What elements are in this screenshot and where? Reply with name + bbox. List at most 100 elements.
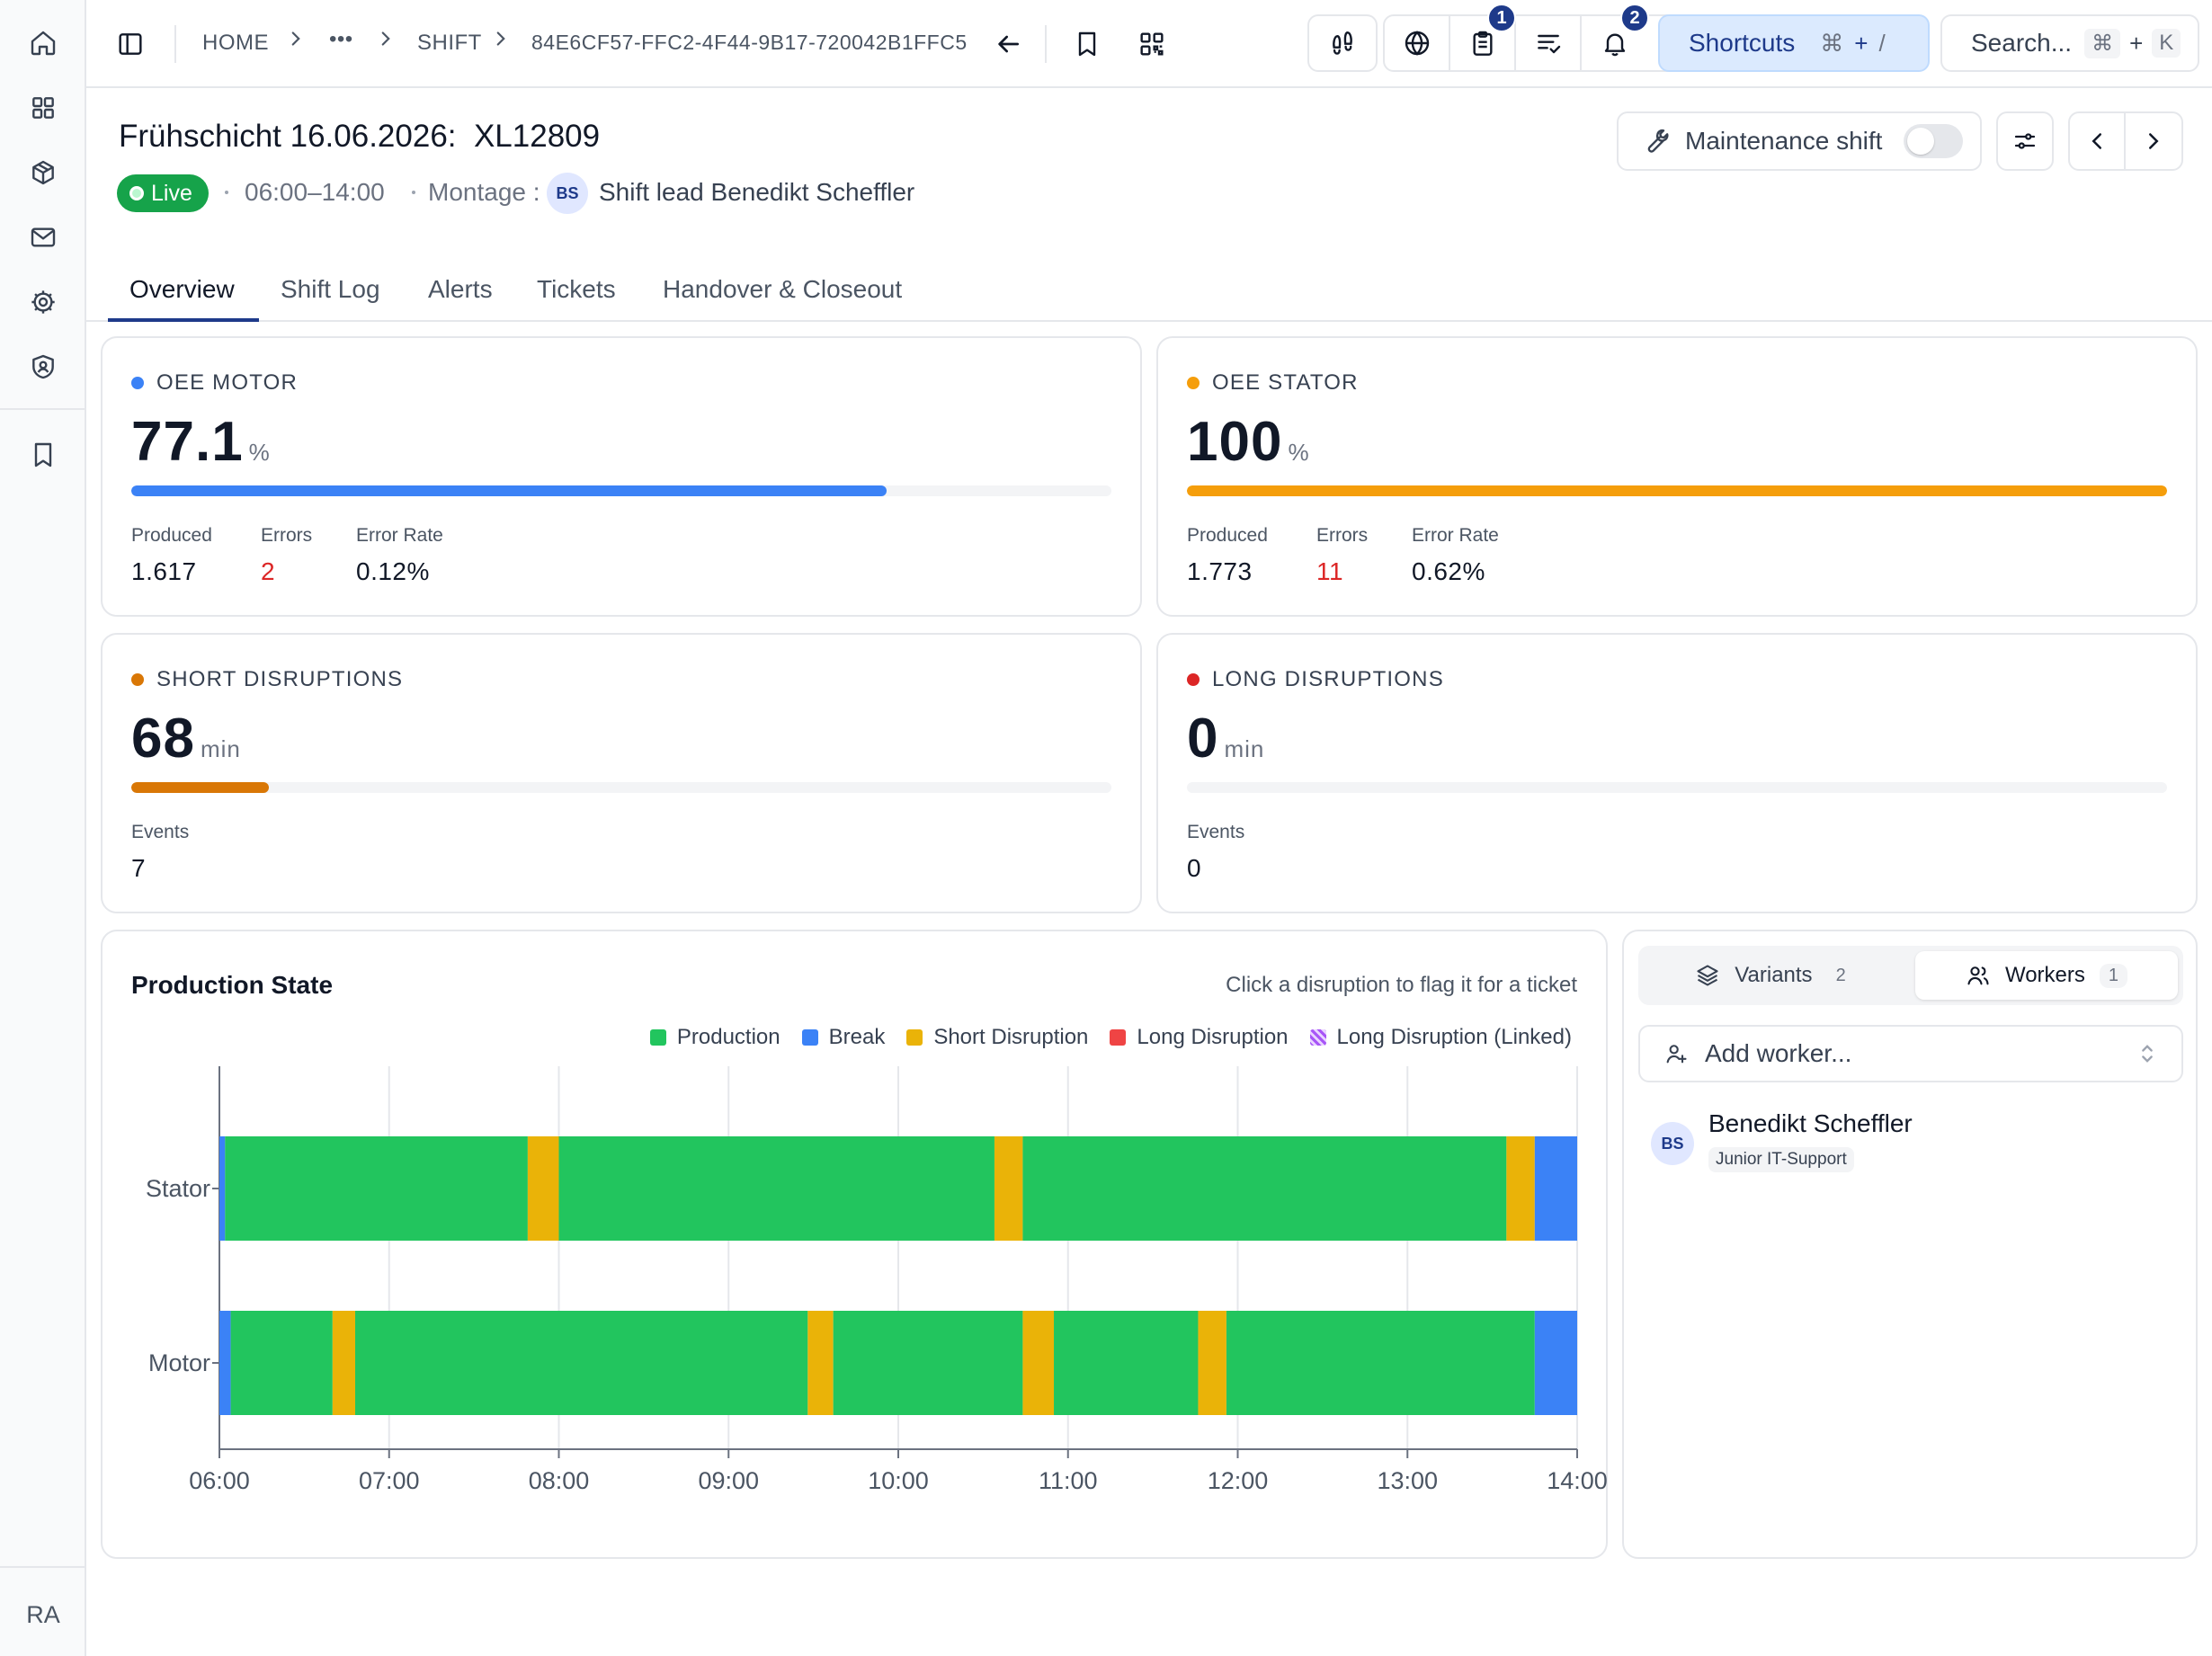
kpi-unit: min: [1224, 735, 1265, 762]
legend-item: Break: [801, 1025, 885, 1050]
kpi-number: 100: [1187, 411, 1283, 473]
bookmark-icon[interactable]: [1070, 27, 1104, 61]
plus-sign: +: [2129, 29, 2144, 57]
timeline-segment-break: [1534, 1136, 1577, 1241]
shortcuts-hotkey: ⌘ + /: [1820, 30, 1885, 58]
task-list-icon[interactable]: [1516, 16, 1582, 70]
worker-avatar: BS: [1651, 1122, 1694, 1165]
kpi-value: 77.1%: [131, 410, 271, 474]
timeline-segment-production: [230, 1311, 333, 1415]
variants-tab[interactable]: Variants 2: [1644, 951, 1906, 1000]
rail-divider: [0, 408, 86, 410]
timeline-segment-production: [1054, 1311, 1199, 1415]
shift-lead-avatar: BS: [547, 173, 588, 214]
stat-label: Error Rate: [1412, 525, 1499, 546]
timeline-segment-short[interactable]: [807, 1311, 834, 1415]
production-state-card: Production State Click a disruption to f…: [101, 930, 1608, 1559]
settings-gear-icon[interactable]: [23, 282, 63, 322]
kpi-dot: [131, 377, 144, 389]
toolbar-separator: [174, 25, 176, 63]
kpi-card-short-disruptions: SHORT DISRUPTIONS 68 min Events 7: [101, 633, 1142, 913]
y-tick-label: Stator: [146, 1175, 210, 1202]
stat-value-errors: 2: [261, 557, 276, 585]
tab-overview[interactable]: Overview: [129, 275, 235, 303]
chevron-left-icon: [2092, 133, 2101, 149]
maintenance-shift-toggle[interactable]: Maintenance shift: [1617, 111, 1982, 171]
legend-swatch: [1110, 1029, 1127, 1046]
x-tick-label: 13:00: [1377, 1467, 1438, 1494]
kpi-progress-fill: [131, 782, 269, 793]
variants-count: 2: [1835, 965, 1846, 985]
user-avatar[interactable]: RA: [26, 1600, 60, 1628]
timeline-segment-short[interactable]: [527, 1136, 559, 1241]
shield-user-icon[interactable]: [23, 347, 63, 387]
k-key: K: [2152, 29, 2181, 58]
kpi-progress-track: [1187, 782, 2167, 793]
stat-label: Error Rate: [356, 525, 443, 546]
previous-shift-button[interactable]: [2070, 113, 2126, 169]
workers-panel: Variants 2 Workers 1 Add worker... BS Be…: [1622, 930, 2198, 1559]
next-shift-button[interactable]: [2126, 113, 2181, 169]
timeline-segment-break: [1534, 1311, 1577, 1415]
search-label: Search...: [1971, 29, 2073, 57]
breadcrumb-shift[interactable]: SHIFT: [417, 31, 482, 55]
timeline-segment-short[interactable]: [332, 1311, 355, 1415]
x-tick-label: 09:00: [698, 1467, 759, 1494]
qr-code-icon[interactable]: [1135, 27, 1169, 61]
clipboard-icon[interactable]: 1: [1450, 4, 1516, 70]
kpi-dot: [1187, 377, 1200, 389]
timeline-segment-short[interactable]: [1022, 1311, 1055, 1415]
filter-settings-button[interactable]: [1996, 111, 2054, 171]
timeline-segment-production: [1022, 1136, 1507, 1241]
back-arrow-icon[interactable]: [991, 27, 1025, 61]
status-label: Live: [151, 180, 192, 206]
bookmark-icon[interactable]: [23, 435, 63, 475]
mail-icon[interactable]: [23, 218, 63, 257]
command-key: ⌘: [2084, 28, 2121, 58]
legend-label: Long Disruption (Linked): [1336, 1025, 1572, 1049]
search-button[interactable]: Search... ⌘ + K: [1940, 14, 2199, 72]
breadcrumb-ellipsis[interactable]: •••: [329, 27, 353, 51]
variants-tab-label: Variants: [1735, 963, 1813, 987]
bell-icon[interactable]: 2: [1582, 4, 1649, 70]
x-tick-label: 06:00: [189, 1467, 250, 1494]
workers-tab[interactable]: Workers 1: [1915, 951, 2178, 1000]
maintenance-switch[interactable]: [1904, 124, 1964, 158]
x-tick-label: 11:00: [1039, 1467, 1098, 1494]
add-worker-combobox[interactable]: Add worker...: [1638, 1025, 2183, 1082]
notifications-badge: 2: [1620, 4, 1649, 32]
timeline-segment-short[interactable]: [1506, 1136, 1535, 1241]
stat-value: 7: [131, 854, 147, 882]
legend-item: Short Disruption: [906, 1025, 1088, 1050]
stat-label: Produced: [1187, 525, 1268, 546]
kpi-value: 68 min: [131, 707, 241, 770]
rail-bottom-divider: [0, 1566, 86, 1568]
globe-icon[interactable]: [1385, 16, 1450, 70]
tab-alerts[interactable]: Alerts: [428, 275, 493, 303]
kpi-dot: [131, 673, 144, 686]
timeline-segment-production: [355, 1311, 808, 1415]
home-icon[interactable]: [23, 23, 63, 63]
footsteps-icon[interactable]: [1309, 16, 1375, 70]
tab-handover-closeout[interactable]: Handover & Closeout: [663, 275, 903, 303]
kpi-label-text: SHORT DISRUPTIONS: [156, 667, 404, 691]
search-hotkey: ⌘ + K: [2084, 28, 2181, 58]
y-tick-label: Motor: [148, 1349, 210, 1376]
sidebar-toggle-icon[interactable]: [113, 27, 147, 61]
live-dot-icon: [129, 186, 144, 200]
kpi-progress-track: [1187, 485, 2167, 496]
breadcrumb-home[interactable]: HOME: [202, 31, 269, 55]
panel-segmented-control: Variants 2 Workers 1: [1638, 946, 2183, 1005]
dashboard-grid-icon[interactable]: [23, 88, 63, 128]
shortcuts-button[interactable]: Shortcuts ⌘ + /: [1658, 14, 1930, 72]
tab-tickets[interactable]: Tickets: [537, 275, 616, 303]
slash-key: /: [1878, 29, 1886, 57]
kpi-label-text: LONG DISRUPTIONS: [1212, 667, 1444, 691]
command-key: ⌘: [1820, 29, 1844, 57]
timeline-segment-short[interactable]: [994, 1136, 1023, 1241]
legend-label: Production: [676, 1025, 780, 1049]
tab-shift-log[interactable]: Shift Log: [281, 275, 380, 303]
timeline-segment-short[interactable]: [1198, 1311, 1226, 1415]
production-timeline-chart: 06:00 07:00 08:00 09:00 10:00 11:00 12:00 13:00…: [146, 1066, 1608, 1494]
package-icon[interactable]: [23, 153, 63, 192]
